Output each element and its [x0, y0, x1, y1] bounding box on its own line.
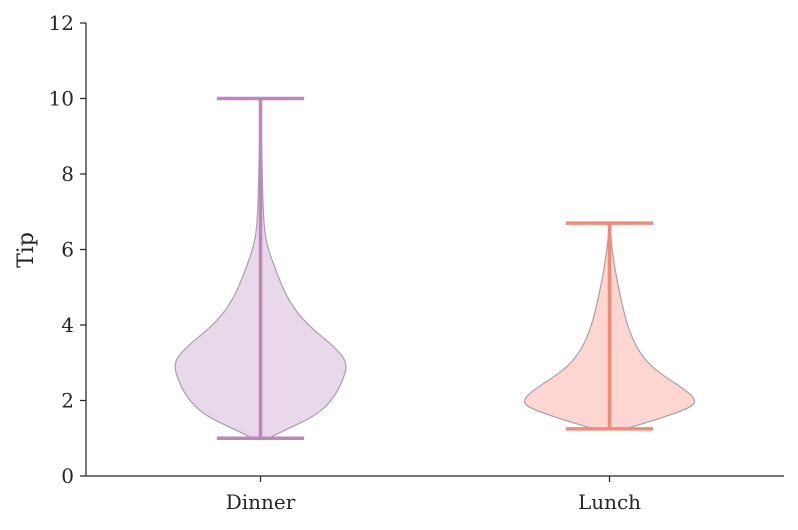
y-axis-label: Tip [14, 232, 39, 268]
y-tick-label: 2 [61, 389, 74, 413]
y-axis-ticks: 0 2 4 6 8 10 12 [49, 11, 86, 488]
x-tick-label: Lunch [578, 490, 641, 514]
y-tick-label: 12 [49, 11, 74, 35]
violins [174, 96, 696, 440]
y-tick-label: 6 [61, 238, 74, 262]
y-tick-label: 10 [49, 87, 74, 111]
y-tick-label: 0 [61, 464, 74, 488]
x-axis-ticks: Dinner Lunch [226, 476, 641, 514]
y-tick-label: 8 [61, 162, 74, 186]
x-tick-label: Dinner [226, 490, 296, 514]
y-tick-label: 4 [61, 313, 74, 337]
